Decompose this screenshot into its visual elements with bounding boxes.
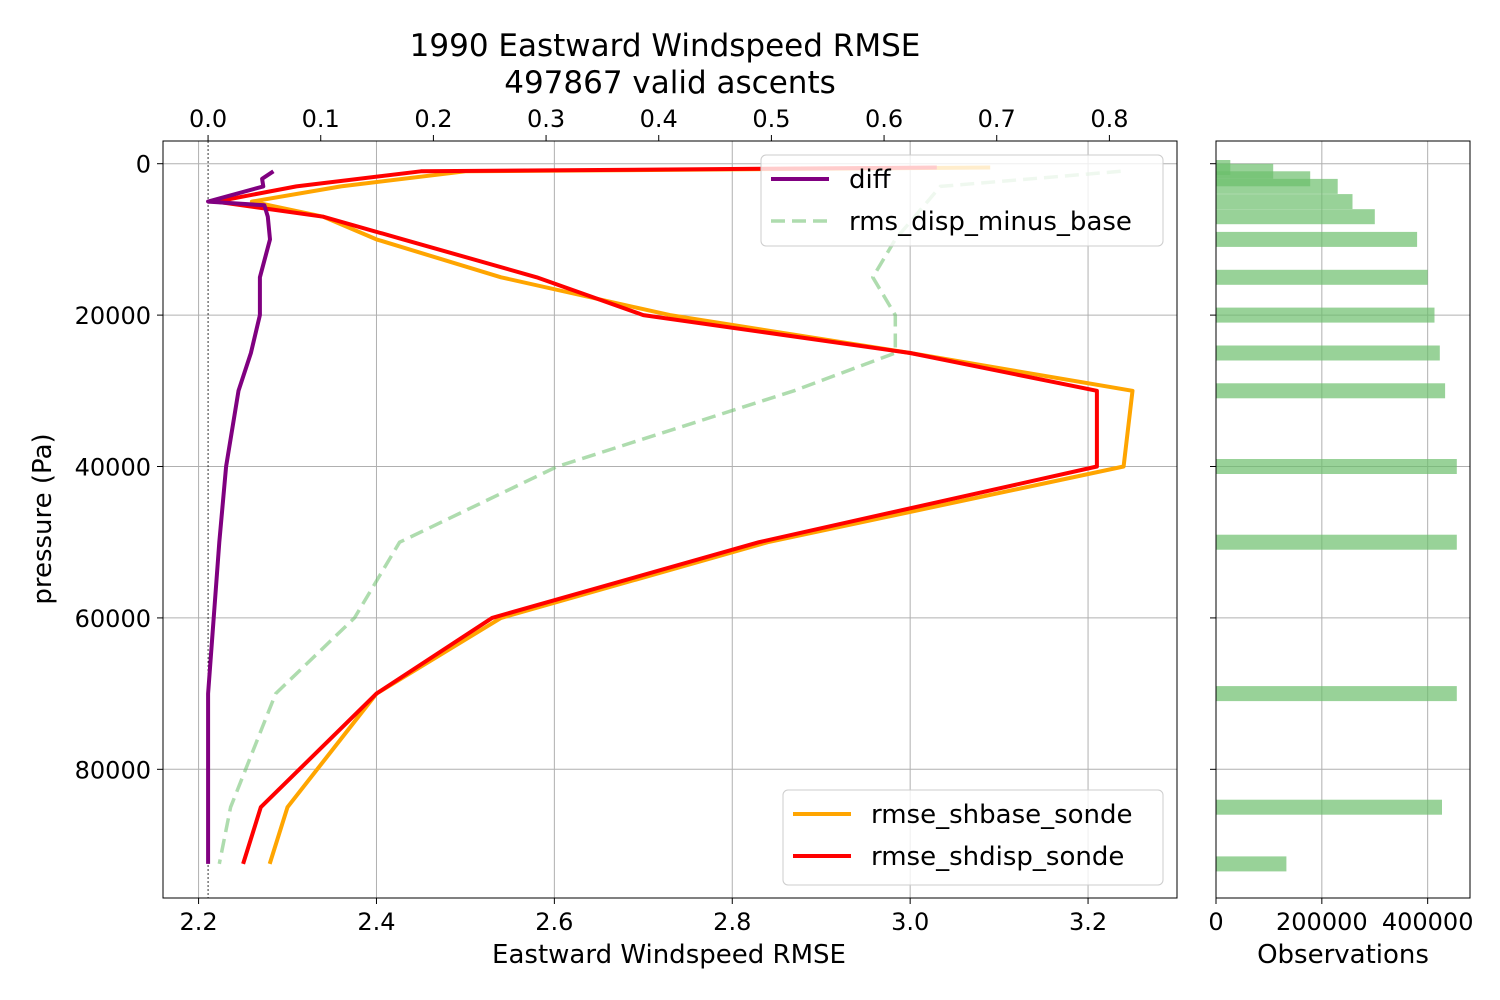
x-tick-label: 3.2 (1069, 908, 1107, 936)
observation-bar (1216, 194, 1353, 210)
top-x-tick-label: 0.5 (752, 105, 790, 133)
observation-bar (1216, 856, 1287, 872)
x-tick-label: 2.4 (357, 908, 395, 936)
observation-bar (1216, 209, 1375, 225)
main-plot-panel: 2.2 2.4 2.6 2.8 3.0 3.2 0.0 0.1 0.2 0.3 0.4 0.5 0.6 0… (75, 105, 1178, 936)
top-x-tick-label: 0.6 (865, 105, 903, 133)
y-tick-label: 60000 (75, 605, 151, 633)
main-series-group (206, 165, 1135, 865)
observation-bar (1216, 799, 1442, 815)
side-plot-frame (1215, 140, 1471, 899)
legend-label: diff (849, 165, 892, 195)
main-plot-frame (162, 140, 1178, 899)
side-bars-group (1216, 160, 1457, 872)
side-x-axis-title: Observations (1257, 940, 1429, 970)
main-grid (163, 141, 1177, 898)
x-tick-label: 3.0 (891, 908, 929, 936)
top-x-tick-label: 0.2 (414, 105, 452, 133)
chart-title: 1990 Eastward Windspeed RMSE (410, 28, 921, 64)
legend-label: rmse_shdisp_sonde (871, 842, 1124, 872)
series-line-rmse-shdisp-sonde (214, 165, 1099, 865)
main-ticks: 2.2 2.4 2.6 2.8 3.0 3.2 0.0 0.1 0.2 0.3 0.4 0.5 0.6 0… (75, 105, 1129, 936)
top-x-tick-label: 0.4 (640, 105, 678, 133)
observation-bar (1216, 178, 1338, 194)
series-line-diff (206, 169, 275, 864)
top-x-tick-label: 0.3 (527, 105, 565, 133)
side-x-tick-label: 200000 (1276, 908, 1368, 936)
side-x-tick-label: 0 (1208, 908, 1223, 936)
observation-bar (1216, 307, 1435, 323)
x-tick-label: 2.8 (713, 908, 751, 936)
y-tick-label: 20000 (75, 302, 151, 330)
side-x-tick-label: 400000 (1382, 908, 1474, 936)
observation-bar (1216, 534, 1457, 550)
legend-label: rmse_shbase_sonde (871, 800, 1133, 830)
observations-histogram-panel: 0 200000 400000 (1208, 140, 1474, 936)
observation-bar (1216, 345, 1440, 361)
chart-subtitle: 497867 valid ascents (504, 65, 836, 101)
top-x-tick-label: 0.1 (302, 105, 340, 133)
legend-bottom-right: rmse_shbase_sonde rmse_shdisp_sonde (782, 789, 1164, 886)
legend-box (760, 154, 1164, 247)
y-tick-label: 0 (136, 151, 151, 179)
series-line-rms-disp-minus-base (217, 169, 1121, 865)
y-axis-title: pressure (Pa) (28, 433, 58, 604)
x-tick-label: 2.6 (535, 908, 573, 936)
x-axis-title: Eastward Windspeed RMSE (492, 940, 846, 970)
observation-bar (1216, 686, 1457, 702)
legend-top-right: diff rms_disp_minus_base (760, 154, 1164, 247)
legend-label: rms_disp_minus_base (849, 207, 1132, 237)
observation-bar (1216, 231, 1418, 247)
side-ticks: 0 200000 400000 (1208, 163, 1474, 936)
y-tick-label: 80000 (75, 756, 151, 784)
top-x-tick-label: 0.8 (1090, 105, 1128, 133)
observation-bar (1216, 459, 1457, 474)
top-x-tick-label: 0.0 (189, 105, 227, 133)
observation-bar (1216, 383, 1446, 399)
legend-box (782, 789, 1164, 886)
x-tick-label: 2.2 (179, 908, 217, 936)
top-x-tick-label: 0.7 (978, 105, 1016, 133)
observation-bar (1216, 269, 1428, 285)
y-tick-label: 40000 (75, 454, 151, 482)
